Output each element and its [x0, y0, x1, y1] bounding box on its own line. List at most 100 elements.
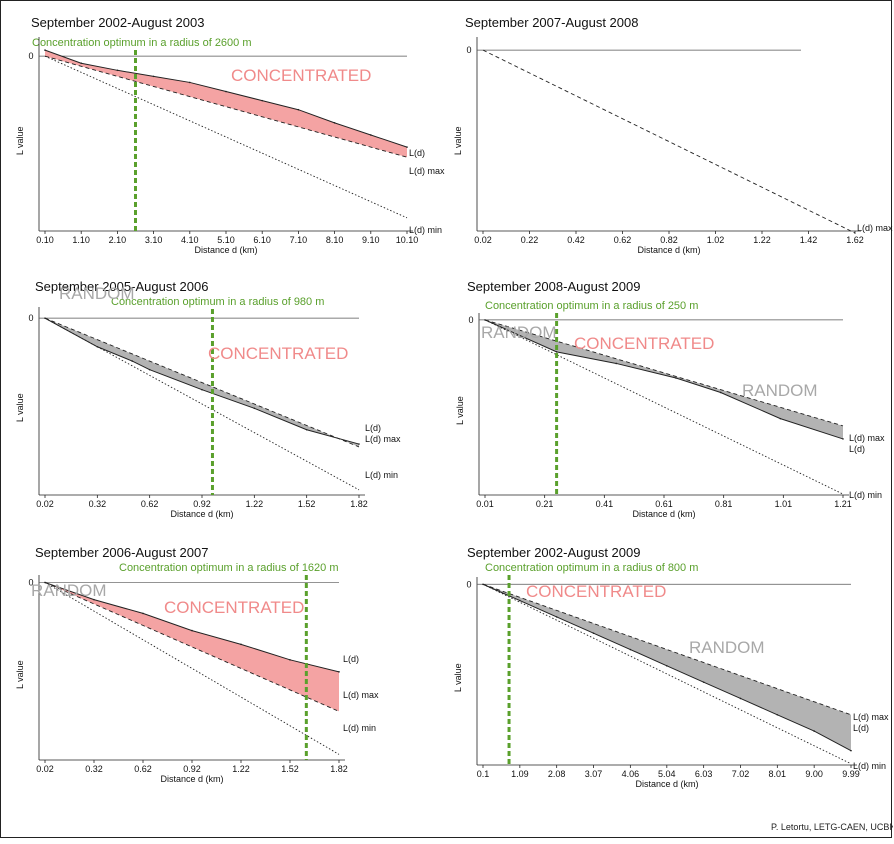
- series-ld-point: [850, 749, 852, 752]
- x-tick-label: 1.22: [232, 764, 250, 774]
- y-axis-label: L value: [15, 660, 25, 689]
- chart-panel-2: September 2007-August 2008 L value 0 0.02 0.…: [453, 15, 893, 255]
- series-ld-min-line: [44, 582, 340, 755]
- y-tick-label: 0: [28, 313, 33, 323]
- series-ld-point: [555, 351, 558, 353]
- x-tick-label: 1.01: [775, 499, 793, 509]
- series-ld-point: [93, 598, 95, 601]
- series-ld-point: [253, 407, 256, 410]
- x-tick-label: 1.21: [834, 499, 852, 509]
- series-label-min: L(d) min: [409, 225, 442, 235]
- x-axis-label: Distance d (km): [170, 509, 233, 519]
- y-axis-label: L value: [15, 126, 25, 155]
- region-label-random: RANDOM: [481, 323, 557, 342]
- series-ld-point: [519, 599, 521, 602]
- series-ld-point: [44, 317, 46, 319]
- series-ld-point: [615, 362, 618, 365]
- series-ld-max-line: [44, 317, 360, 448]
- x-tick-label: 0.32: [85, 764, 103, 774]
- x-tick-label: 0.92: [193, 499, 211, 509]
- series-ld-point: [116, 69, 119, 72]
- region-label-concentrated: CONCENTRATED: [164, 598, 304, 617]
- series-ld-point: [555, 616, 558, 618]
- region-label-random: RANDOM: [31, 581, 107, 600]
- series-ld-min-line: [482, 583, 852, 765]
- series-ld-point: [358, 443, 360, 445]
- x-tick-label: 9.00: [805, 769, 823, 779]
- series-ld-line: [482, 583, 852, 752]
- series-ld-point: [189, 81, 191, 84]
- x-tick-label: 4.10: [181, 235, 199, 245]
- series-ld-point: [592, 632, 595, 635]
- y-axis-label: L value: [455, 396, 465, 425]
- series-ld-max-line: [482, 49, 856, 234]
- series-label-ld: L(d): [853, 723, 869, 733]
- chart-panel-1: September 2002-August 2003 Concentration …: [15, 15, 445, 255]
- series-ld-point: [297, 108, 300, 111]
- x-tick-label: 6.03: [695, 769, 713, 779]
- series-ld-point: [80, 62, 82, 65]
- region-label-random: RANDOM: [742, 381, 818, 400]
- series-label-ld: L(d): [365, 423, 381, 433]
- series-ld-point: [261, 99, 264, 102]
- series-ld-point: [333, 122, 336, 124]
- x-tick-label: 1.82: [350, 499, 368, 509]
- x-tick-label: 0.61: [655, 499, 673, 509]
- series-ld-point: [779, 417, 782, 420]
- chart-panel-6: September 2002-August 2009 Concentration …: [453, 545, 889, 789]
- series-ld-point: [152, 75, 155, 78]
- x-tick-label: 0.92: [183, 764, 201, 774]
- series-ld-point: [338, 671, 340, 673]
- x-tick-label: 9.10: [362, 235, 380, 245]
- x-tick-label: 0.62: [141, 499, 159, 509]
- y-tick-label: 0: [466, 45, 471, 55]
- x-tick-label: 0.62: [134, 764, 152, 774]
- series-ld-point: [675, 377, 677, 379]
- series-ld-point: [629, 648, 632, 651]
- x-tick-label: 1.82: [330, 764, 348, 774]
- y-tick-label: 0: [28, 51, 33, 61]
- region-label-random: RANDOM: [689, 638, 765, 657]
- series-ld-point: [44, 581, 46, 584]
- series-ld-point: [201, 388, 203, 391]
- series-ld-point: [96, 345, 99, 348]
- series-ld-point: [305, 428, 308, 431]
- x-tick-label: 0.32: [89, 499, 107, 509]
- series-ld-point: [225, 90, 227, 93]
- series-label-ld: L(d): [409, 148, 425, 158]
- x-tick-label: 3.07: [585, 769, 603, 779]
- x-tick-label: 0.02: [474, 235, 492, 245]
- series-label-min: L(d) min: [343, 723, 376, 733]
- region-label-concentrated: CONCENTRATED: [231, 66, 371, 85]
- series-ld-line: [44, 317, 360, 445]
- chart-title: September 2002-August 2003: [31, 15, 204, 30]
- x-axis-label: Distance d (km): [635, 779, 698, 789]
- x-axis-label: Distance d (km): [160, 774, 223, 784]
- series-ld-point: [842, 438, 844, 440]
- optimum-label: Concentration optimum in a radius of 162…: [119, 562, 339, 574]
- series-ld-point: [289, 659, 291, 661]
- x-tick-label: 0.42: [567, 235, 585, 245]
- series-label-max: L(d) max: [365, 434, 401, 444]
- chart-title: September 2008-August 2009: [467, 279, 640, 294]
- x-tick-label: 10.10: [396, 235, 419, 245]
- series-ld-point: [148, 368, 151, 371]
- x-tick-label: 0.82: [660, 235, 678, 245]
- series-label-max: L(d) max: [853, 712, 889, 722]
- credit-text: P. Letortu, LETG-CAEN, UCBN: [771, 822, 893, 832]
- x-tick-label: 4.06: [622, 769, 640, 779]
- series-ld-max-line: [484, 319, 844, 427]
- x-tick-label: 0.02: [36, 764, 54, 774]
- y-tick-label: 0: [466, 579, 471, 589]
- x-tick-label: 1.62: [846, 235, 864, 245]
- region-label-concentrated: CONCENTRATED: [208, 344, 348, 363]
- series-ld-point: [482, 583, 484, 586]
- series-ld-point: [702, 681, 705, 683]
- x-tick-label: 0.62: [614, 235, 632, 245]
- series-ld-point: [739, 697, 742, 700]
- x-tick-label: 1.52: [298, 499, 316, 509]
- series-label-min: L(d) min: [365, 470, 398, 480]
- series-ld-point: [719, 391, 722, 394]
- y-axis-label: L value: [453, 663, 463, 692]
